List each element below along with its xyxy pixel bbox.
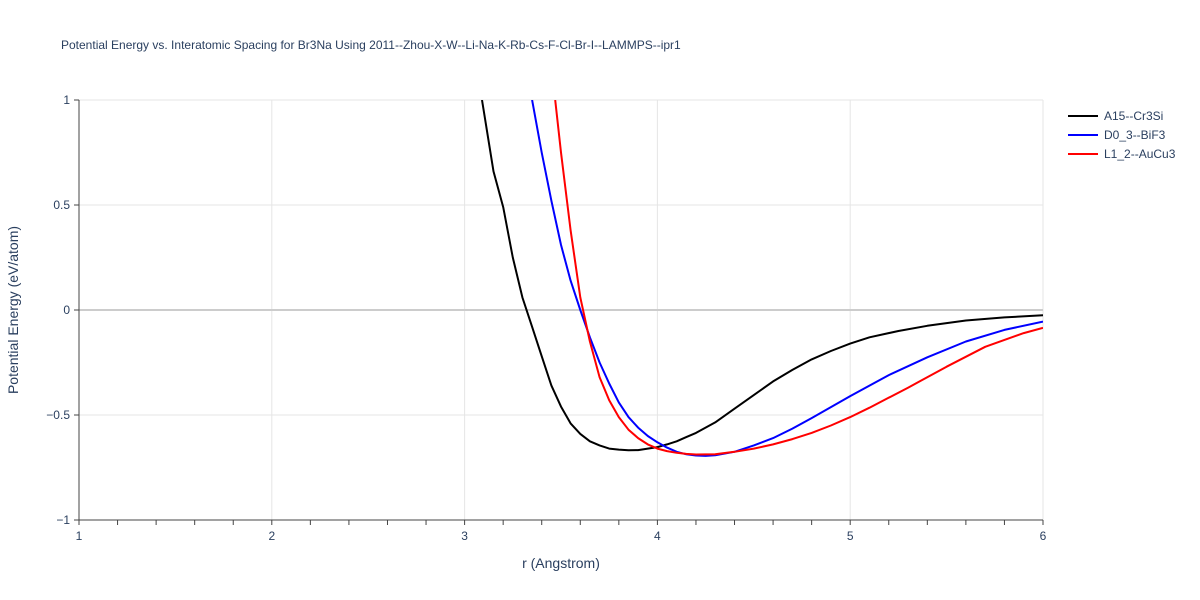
- y-tick-label: 0.5: [53, 198, 70, 212]
- axes: 1 2 3 4 5 6 −1 −0.5 0 0.5 1: [46, 93, 1046, 543]
- y-tick-label: 1: [63, 93, 70, 107]
- x-tick-label: 3: [461, 529, 468, 543]
- y-axis-label: Potential Energy (eV/atom): [5, 226, 21, 394]
- x-tick-label: 1: [76, 529, 83, 543]
- x-tick-label: 6: [1040, 529, 1047, 543]
- x-tick-label: 2: [268, 529, 275, 543]
- legend-swatch: [1068, 114, 1098, 117]
- legend-label: L1_2--AuCu3: [1104, 146, 1176, 161]
- x-tick-label: 4: [654, 529, 661, 543]
- legend-label: D0_3--BiF3: [1104, 127, 1166, 142]
- legend-swatch: [1068, 152, 1098, 155]
- legend-item[interactable]: A15--Cr3Si: [1068, 106, 1175, 125]
- legend-item[interactable]: L1_2--AuCu3: [1068, 144, 1175, 163]
- chart-title: Potential Energy vs. Interatomic Spacing…: [61, 38, 681, 52]
- legend-swatch: [1068, 133, 1098, 136]
- series-line-1[interactable]: [531, 100, 1043, 457]
- y-tick-label: −0.5: [46, 408, 70, 422]
- x-tick-label: 5: [847, 529, 854, 543]
- legend-item[interactable]: D0_3--BiF3: [1068, 125, 1175, 144]
- y-tick-label: −1: [56, 513, 70, 527]
- legend: A15--Cr3Si D0_3--BiF3 L1_2--AuCu3: [1068, 106, 1175, 163]
- series-line-2[interactable]: [554, 100, 1043, 456]
- y-tick-label: 0: [63, 303, 70, 317]
- series-line-0[interactable]: [481, 100, 1043, 452]
- x-axis-label: r (Angstrom): [522, 555, 600, 571]
- series-lines[interactable]: [481, 100, 1043, 457]
- legend-label: A15--Cr3Si: [1104, 108, 1164, 123]
